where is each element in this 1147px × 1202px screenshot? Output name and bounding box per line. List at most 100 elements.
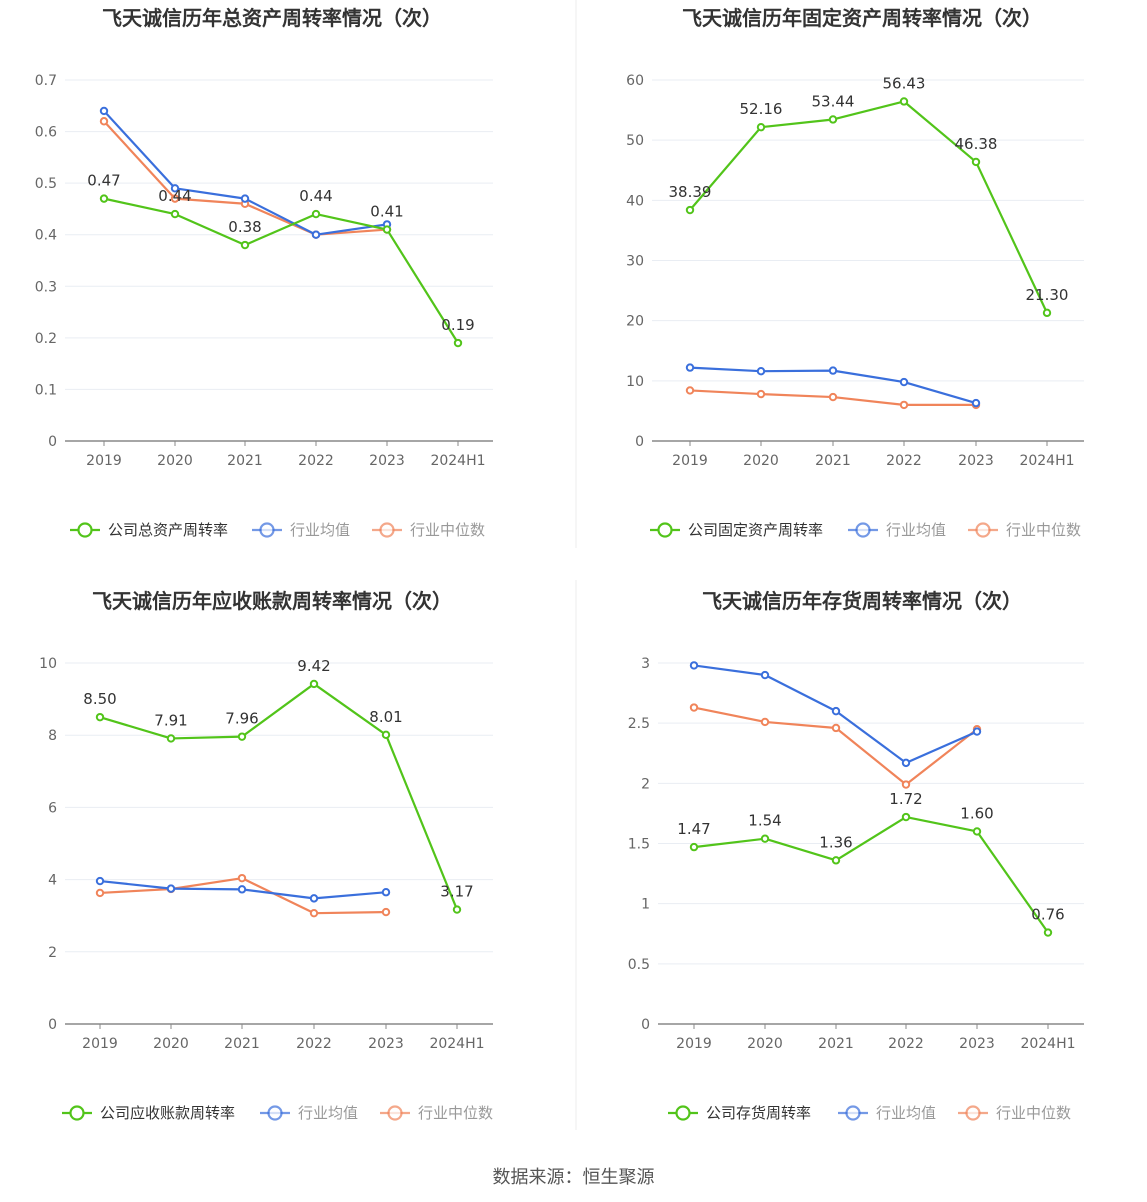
legend-item-company: 公司存货周转率 bbox=[668, 1104, 811, 1122]
data-label: 1.47 bbox=[677, 820, 710, 838]
data-point-avg bbox=[831, 706, 841, 716]
data-point-median bbox=[99, 117, 109, 126]
data-label: 8.01 bbox=[369, 708, 402, 726]
series-line-median bbox=[693, 706, 978, 786]
data-point-company bbox=[237, 732, 247, 741]
series-line-company bbox=[99, 682, 459, 910]
y-tick-label: 4 bbox=[48, 873, 57, 889]
legend-label: 行业中位数 bbox=[418, 1104, 493, 1122]
data-point-company bbox=[382, 225, 392, 234]
data-point-avg bbox=[309, 894, 319, 903]
data-point-median bbox=[237, 873, 247, 883]
data-point-company bbox=[166, 734, 176, 743]
data-point-median bbox=[756, 389, 766, 399]
chart-title: 飞天诚信历年存货周转率情况（次） bbox=[702, 589, 1022, 613]
legend-label: 行业均值 bbox=[298, 1104, 358, 1122]
y-tick-label: 2 bbox=[48, 945, 57, 961]
x-tick-label: 2021 bbox=[815, 453, 851, 469]
legend-item-avg: 行业均值 bbox=[838, 1104, 936, 1122]
y-tick-label: 0.3 bbox=[35, 279, 57, 295]
data-point-median bbox=[309, 908, 319, 918]
legend-item-median: 行业中位数 bbox=[372, 521, 485, 539]
data-point-avg bbox=[689, 661, 699, 670]
legend-label: 行业中位数 bbox=[996, 1104, 1071, 1122]
x-tick-label: 2024H1 bbox=[1019, 453, 1074, 469]
y-tick-label: 10 bbox=[39, 656, 57, 672]
data-label: 0.41 bbox=[370, 203, 403, 221]
y-tick-label: 30 bbox=[626, 254, 644, 270]
series-line-company bbox=[103, 197, 459, 344]
data-label: 1.60 bbox=[960, 804, 993, 822]
data-point-company bbox=[756, 122, 766, 132]
data-point-median bbox=[689, 703, 699, 712]
legend-item-median: 行业中位数 bbox=[380, 1104, 493, 1122]
data-point-company bbox=[170, 209, 180, 219]
data-point-median bbox=[831, 723, 841, 733]
charts-canvas: 飞天诚信历年总资产周转率情况（次） 0 0.1 0.2 0.3 0.4 0.5 0.6 0.7 2… bbox=[35, 0, 1084, 1130]
data-label: 38.39 bbox=[669, 183, 712, 201]
data-label: 7.91 bbox=[154, 711, 187, 729]
data-point-company bbox=[760, 834, 770, 843]
data-source-footer: 数据来源：恒生聚源 bbox=[492, 1167, 655, 1188]
data-point-avg bbox=[756, 367, 766, 376]
x-tick-label: 2023 bbox=[958, 453, 994, 469]
x-tick-label: 2020 bbox=[743, 453, 779, 469]
legend-label: 公司固定资产周转率 bbox=[688, 521, 823, 539]
y-tick-label: 0.2 bbox=[35, 331, 57, 347]
series-line-avg bbox=[103, 110, 388, 236]
chart-title: 飞天诚信历年总资产周转率情况（次） bbox=[102, 6, 442, 30]
x-tick-label: 2019 bbox=[86, 453, 122, 469]
y-tick-label: 10 bbox=[626, 374, 644, 390]
y-tick-label: 6 bbox=[48, 800, 57, 816]
y-tick-label: 0 bbox=[48, 1017, 57, 1033]
data-point-company bbox=[99, 194, 109, 203]
legend-label: 行业均值 bbox=[886, 521, 946, 539]
x-tick-label: 2020 bbox=[747, 1036, 783, 1052]
y-tick-label: 1 bbox=[641, 897, 650, 913]
y-tick-label: 60 bbox=[626, 73, 644, 89]
y-tick-label: 0 bbox=[48, 434, 57, 450]
data-point-median bbox=[828, 392, 838, 402]
legend-item-median: 行业中位数 bbox=[968, 521, 1081, 539]
chart-title: 飞天诚信历年应收账款周转率情况（次） bbox=[92, 589, 452, 613]
y-tick-label: 0.1 bbox=[35, 382, 57, 398]
chart-panel-3: 飞天诚信历年应收账款周转率情况（次） 0 2 4 6 8 10 2019 2020 2021 202… bbox=[39, 589, 493, 1122]
x-tick-label: 2021 bbox=[818, 1036, 854, 1052]
data-point-company bbox=[240, 240, 250, 250]
data-point-median bbox=[685, 386, 695, 395]
data-label: 53.44 bbox=[812, 92, 855, 110]
x-tick-label: 2022 bbox=[886, 453, 922, 469]
data-point-company bbox=[828, 115, 838, 124]
data-point-company bbox=[972, 827, 982, 836]
x-tick-label: 2023 bbox=[959, 1036, 995, 1052]
data-label: 9.42 bbox=[297, 657, 330, 675]
legend-circle-icon bbox=[855, 522, 871, 538]
y-tick-label: 0.6 bbox=[35, 125, 57, 141]
data-label: 21.30 bbox=[1026, 286, 1069, 304]
data-label: 56.43 bbox=[883, 74, 926, 92]
data-point-company bbox=[311, 209, 321, 219]
legend-item-company: 公司总资产周转率 bbox=[70, 521, 228, 539]
x-tick-label: 2019 bbox=[676, 1036, 712, 1052]
x-tick-label: 2022 bbox=[888, 1036, 924, 1052]
data-point-avg bbox=[971, 398, 981, 408]
y-tick-label: 2 bbox=[641, 776, 650, 792]
legend-label: 公司应收账款周转率 bbox=[100, 1104, 235, 1122]
data-point-avg bbox=[828, 366, 838, 375]
chart-title: 飞天诚信历年固定资产周转率情况（次） bbox=[682, 6, 1042, 30]
legend-circle-icon bbox=[965, 1105, 981, 1121]
data-point-avg bbox=[95, 876, 105, 886]
data-point-company bbox=[309, 679, 319, 689]
x-tick-label: 2021 bbox=[224, 1036, 260, 1052]
x-tick-label: 2020 bbox=[153, 1036, 189, 1052]
data-point-median bbox=[901, 780, 911, 789]
legend-label: 公司存货周转率 bbox=[706, 1104, 811, 1122]
y-tick-label: 0.5 bbox=[35, 176, 57, 192]
x-tick-label: 2019 bbox=[82, 1036, 118, 1052]
series-line-company bbox=[689, 100, 1048, 314]
legend-circle-icon bbox=[259, 522, 275, 538]
data-point-avg bbox=[99, 106, 109, 116]
data-point-company bbox=[1043, 928, 1053, 937]
legend-item-company: 公司应收账款周转率 bbox=[62, 1104, 235, 1122]
data-label: 0.19 bbox=[441, 316, 474, 334]
